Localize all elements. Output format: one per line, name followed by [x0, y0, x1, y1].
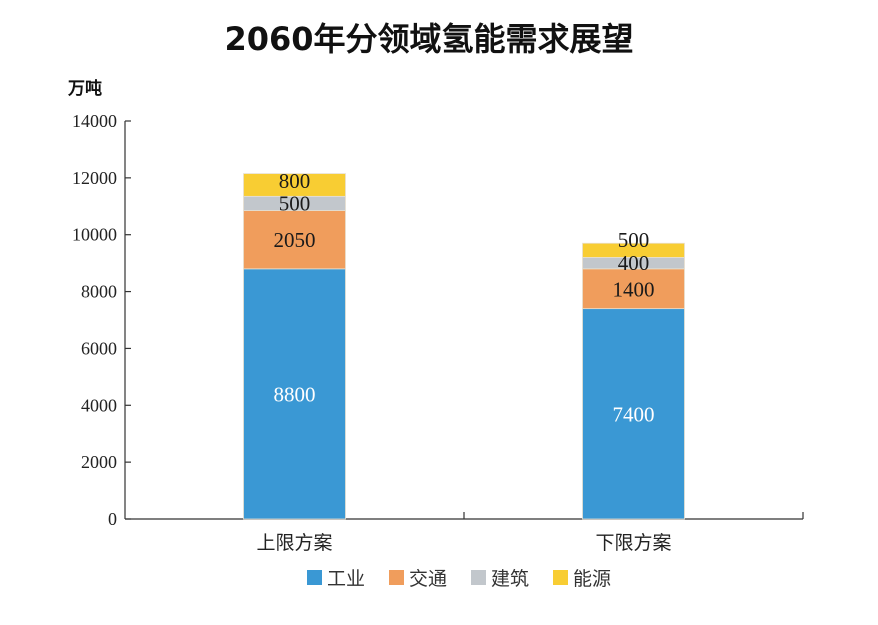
- bar-segment-交通: [582, 268, 685, 310]
- y-tick-label: 6000: [81, 338, 117, 358]
- data-label: 2050: [274, 228, 316, 252]
- legend-item: 交通: [389, 568, 447, 590]
- legend: 工业 交通 建筑 能源: [307, 568, 611, 590]
- bar-segment-交通: [243, 210, 346, 270]
- legend-item: 工业: [307, 568, 365, 590]
- bar-segment-能源: [243, 173, 346, 197]
- x-tick-label: 上限方案: [256, 532, 332, 554]
- y-tick-label: 10000: [72, 225, 117, 245]
- legend-item: 建筑: [471, 568, 529, 590]
- bar-segment-能源: [582, 242, 685, 258]
- bars: [243, 173, 685, 520]
- y-tick-label: 4000: [81, 395, 117, 415]
- legend-label: 工业: [327, 568, 365, 590]
- data-label: 400: [618, 251, 650, 275]
- data-label: 500: [618, 228, 650, 252]
- legend-label: 能源: [573, 568, 611, 590]
- y-tick-label: 2000: [81, 452, 117, 472]
- axes: 0 2000 4000 6000 8000 10000 12000 14000 上限方案 下限方案: [72, 111, 804, 554]
- y-tick-label: 12000: [72, 168, 117, 188]
- data-label: 7400: [613, 402, 655, 426]
- x-tick-label: 下限方案: [595, 532, 671, 554]
- bar-segment-工业: [243, 268, 346, 520]
- data-label: 8800: [274, 382, 316, 406]
- y-tick-label: 0: [108, 509, 117, 529]
- data-label: 800: [279, 169, 311, 193]
- data-label: 1400: [613, 277, 655, 301]
- legend-item: 能源: [553, 568, 611, 590]
- chart-title: 2060年分领域氢能需求展望: [224, 20, 633, 58]
- legend-swatch: [307, 570, 322, 585]
- legend-swatch: [389, 570, 404, 585]
- y-tick-label: 14000: [72, 111, 117, 131]
- legend-swatch: [553, 570, 568, 585]
- y-tick-label: 8000: [81, 282, 117, 302]
- legend-swatch: [471, 570, 486, 585]
- legend-label: 建筑: [491, 568, 529, 590]
- data-label: 500: [279, 191, 311, 215]
- legend-label: 交通: [409, 568, 447, 590]
- y-axis-unit: 万吨: [67, 78, 102, 99]
